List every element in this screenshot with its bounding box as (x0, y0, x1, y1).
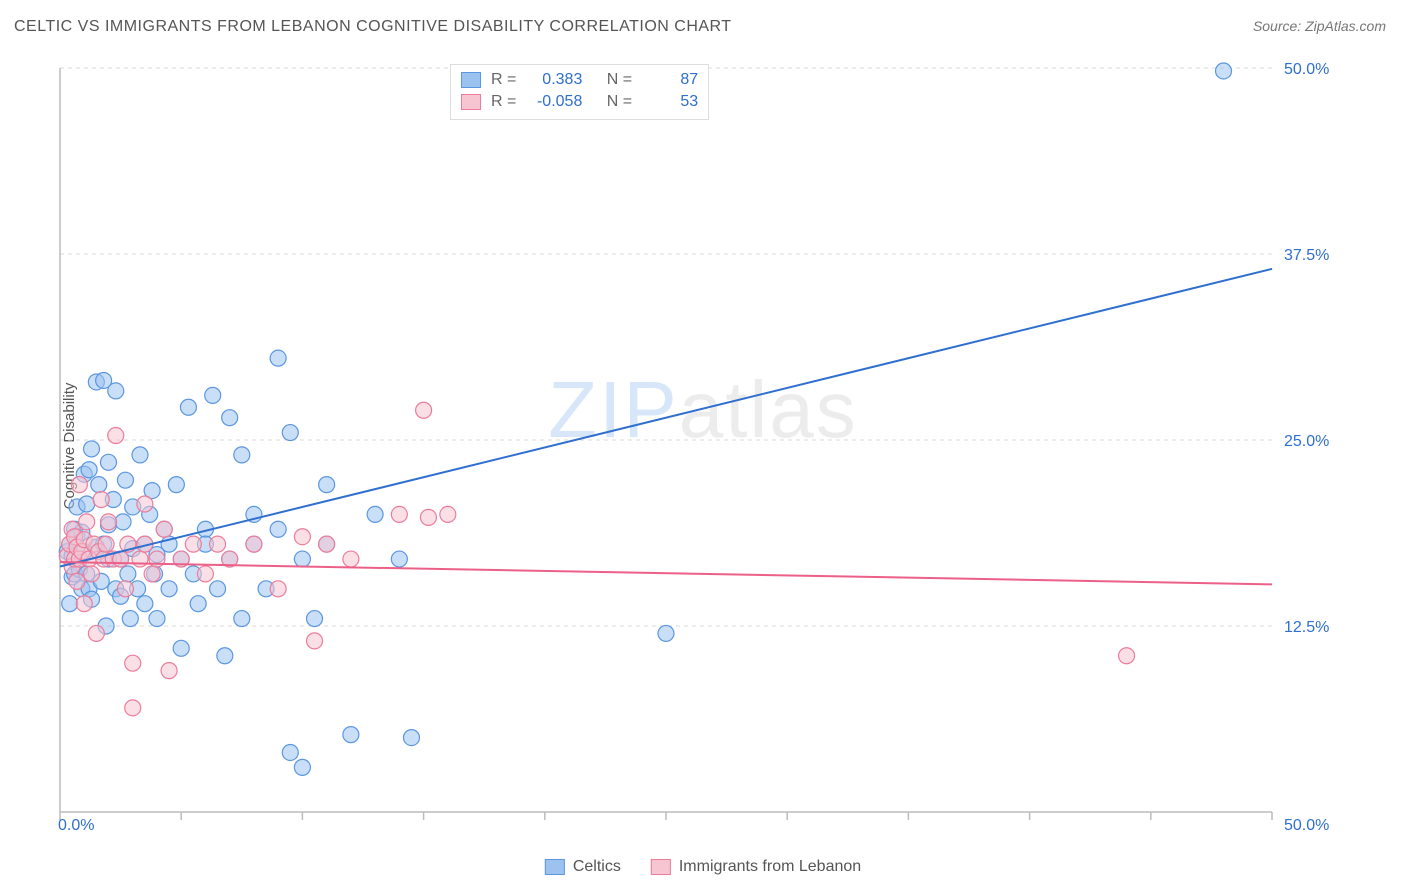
stats-legend: R = 0.383 N = 87 R = -0.058 N = 53 (450, 64, 709, 120)
svg-text:37.5%: 37.5% (1284, 247, 1329, 264)
svg-text:25.0%: 25.0% (1284, 433, 1329, 450)
chart-title: CELTIC VS IMMIGRANTS FROM LEBANON COGNIT… (14, 18, 732, 36)
swatch-legend-1 (651, 859, 671, 875)
legend-label-1: Immigrants from Lebanon (679, 858, 861, 876)
legend-label-0: Celtics (573, 858, 621, 876)
svg-text:0.0%: 0.0% (58, 817, 94, 832)
r-label: R = (491, 91, 516, 113)
stats-row-series-0: R = 0.383 N = 87 (461, 69, 698, 91)
svg-text:50.0%: 50.0% (1284, 62, 1329, 78)
scatter-plot: 12.5% 25.0% 37.5% 50.0% 0.0% 50.0% (52, 62, 1342, 832)
source-attribution: Source: ZipAtlas.com (1253, 18, 1386, 34)
legend-item-1: Immigrants from Lebanon (651, 858, 861, 876)
svg-text:50.0%: 50.0% (1284, 817, 1329, 832)
r-value-series-0: 0.383 (526, 69, 582, 91)
legend-item-0: Celtics (545, 858, 621, 876)
swatch-series-0 (461, 72, 481, 88)
series-legend: Celtics Immigrants from Lebanon (545, 858, 861, 876)
r-value-series-1: -0.058 (526, 91, 582, 113)
swatch-legend-0 (545, 859, 565, 875)
plot-svg: 12.5% 25.0% 37.5% 50.0% 0.0% 50.0% (52, 62, 1342, 832)
swatch-series-1 (461, 94, 481, 110)
n-label: N = (607, 69, 632, 91)
n-value-series-0: 87 (642, 69, 698, 91)
n-value-series-1: 53 (642, 91, 698, 113)
stats-row-series-1: R = -0.058 N = 53 (461, 91, 698, 113)
n-label: N = (607, 91, 632, 113)
r-label: R = (491, 69, 516, 91)
svg-text:12.5%: 12.5% (1284, 619, 1329, 636)
